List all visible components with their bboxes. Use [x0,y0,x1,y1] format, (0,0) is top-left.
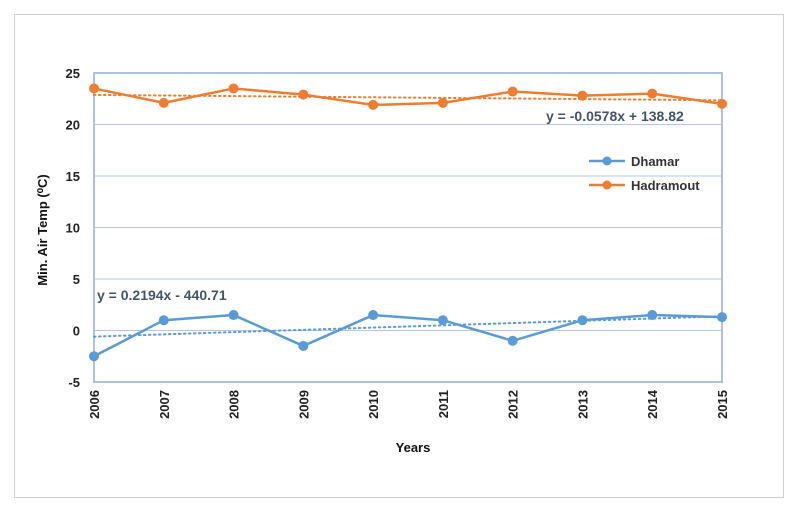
x-tick-label: 2013 [575,390,590,419]
legend-item-hadramout: Hadramout [589,178,700,193]
data-point-dhamar [228,310,239,321]
series-lines [89,83,727,362]
data-point-hadramout [577,90,588,101]
data-point-dhamar [437,315,448,326]
legend: Dhamar Hadramout [589,154,700,193]
data-point-dhamar [647,310,658,321]
y-tick-labels: -5 0 5 10 15 20 25 [66,66,80,390]
data-point-dhamar [89,351,99,362]
x-tick-label: 2006 [87,390,102,419]
data-point-hadramout [437,97,448,108]
data-point-hadramout [368,99,379,110]
x-tick-label: 2009 [296,390,311,419]
gridlines [94,124,722,331]
x-tick-label: 2011 [436,390,451,418]
x-tick-labels: 2006 2007 2008 2009 2010 2011 2012 2013 2014 2015 [87,389,730,419]
trendline-dhamar [93,315,723,338]
x-axis-title: Years [396,440,431,455]
data-point-hadramout [298,89,309,100]
legend-label-hadramout: Hadramout [631,178,700,193]
legend-marker-dhamar [602,156,612,166]
x-tick-label: 2010 [366,390,381,419]
data-point-hadramout [89,83,99,94]
hadramout-trend-equation: y = -0.0578x + 138.82 [546,108,684,124]
y-tick-label: 20 [66,118,80,133]
y-tick-label: 25 [66,66,80,81]
legend-item-dhamar: Dhamar [589,154,679,169]
data-point-dhamar [368,310,379,321]
y-axis-title: Min. Air Temp (⁰C) [35,174,50,285]
series-line-hadramout [93,87,723,107]
data-point-hadramout [507,86,518,97]
x-tick-label: 2012 [506,390,521,419]
data-point-hadramout [158,97,169,108]
data-point-dhamar [298,340,309,351]
x-tick-label: 2008 [227,390,242,419]
data-point-dhamar [717,312,727,323]
x-tick-label: 2007 [157,390,172,419]
legend-marker-hadramout [602,180,612,190]
data-point-dhamar [577,315,588,326]
y-tick-label: 0 [73,324,80,339]
y-tick-label: 10 [66,221,80,236]
y-tick-label: 5 [73,272,80,287]
data-point-dhamar [158,315,169,326]
plot-area-border [93,72,723,383]
legend-label-dhamar: Dhamar [631,154,679,169]
x-tick-label: 2014 [645,389,660,419]
dhamar-trend-equation: y = 0.2194x - 440.71 [97,287,227,303]
data-point-hadramout [228,83,239,94]
data-point-hadramout [647,88,658,99]
y-tick-label: 15 [66,169,80,184]
data-point-dhamar [507,335,518,346]
series-line-dhamar [93,313,723,358]
x-tick-label: 2015 [715,390,730,419]
data-point-hadramout [717,98,727,109]
y-tick-label: -5 [68,375,80,390]
